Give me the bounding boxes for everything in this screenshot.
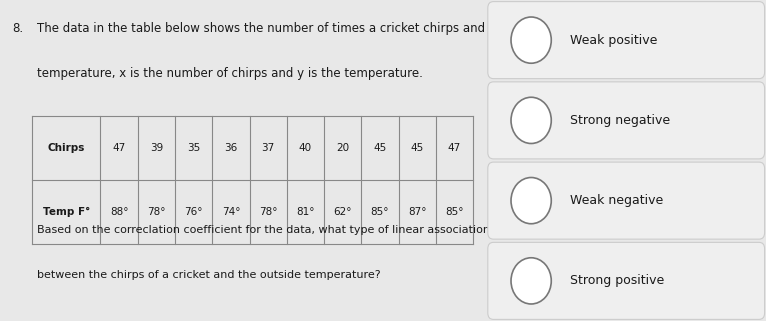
- Text: Based on the correclation coefficient for the data, what type of linear associat: Based on the correclation coefficient fo…: [37, 225, 525, 235]
- Text: 76°: 76°: [185, 207, 203, 217]
- FancyBboxPatch shape: [488, 82, 764, 159]
- Text: 39: 39: [150, 143, 163, 153]
- Text: Temp F°: Temp F°: [43, 207, 90, 217]
- FancyBboxPatch shape: [488, 2, 764, 79]
- Circle shape: [511, 97, 552, 143]
- Text: Chirps: Chirps: [47, 143, 85, 153]
- Circle shape: [511, 178, 552, 224]
- Text: temperature, x is the number of chirps and y is the temperature.: temperature, x is the number of chirps a…: [37, 67, 423, 80]
- Text: The data in the table below shows the number of times a cricket chirps and the o: The data in the table below shows the nu…: [37, 22, 555, 35]
- Text: 74°: 74°: [221, 207, 241, 217]
- Text: Strong negative: Strong negative: [570, 114, 670, 127]
- Circle shape: [511, 17, 552, 63]
- Text: 45: 45: [373, 143, 387, 153]
- Circle shape: [511, 258, 552, 304]
- Text: 20: 20: [336, 143, 349, 153]
- Text: 81°: 81°: [296, 207, 315, 217]
- Text: 45: 45: [411, 143, 424, 153]
- Text: Weak negative: Weak negative: [570, 194, 663, 207]
- Text: 47: 47: [113, 143, 126, 153]
- Text: 87°: 87°: [408, 207, 427, 217]
- Text: 47: 47: [448, 143, 461, 153]
- Text: 37: 37: [261, 143, 275, 153]
- Text: 88°: 88°: [110, 207, 129, 217]
- Text: 85°: 85°: [445, 207, 463, 217]
- Text: 8.: 8.: [12, 22, 24, 35]
- Text: 78°: 78°: [147, 207, 165, 217]
- Text: 85°: 85°: [371, 207, 389, 217]
- FancyBboxPatch shape: [488, 242, 764, 319]
- Text: 78°: 78°: [259, 207, 277, 217]
- Text: 35: 35: [187, 143, 200, 153]
- Text: 36: 36: [224, 143, 237, 153]
- Text: 40: 40: [299, 143, 312, 153]
- Text: between the chirps of a cricket and the outside temperature?: between the chirps of a cricket and the …: [37, 270, 381, 280]
- Text: 62°: 62°: [333, 207, 352, 217]
- Text: Strong positive: Strong positive: [570, 274, 665, 287]
- Text: Weak positive: Weak positive: [570, 34, 658, 47]
- FancyBboxPatch shape: [488, 162, 764, 239]
